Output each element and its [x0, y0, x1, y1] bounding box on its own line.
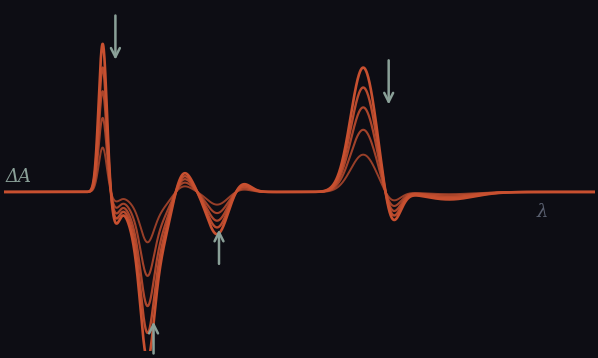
Text: ΔA: ΔA	[6, 168, 32, 186]
Text: λ: λ	[536, 203, 548, 221]
